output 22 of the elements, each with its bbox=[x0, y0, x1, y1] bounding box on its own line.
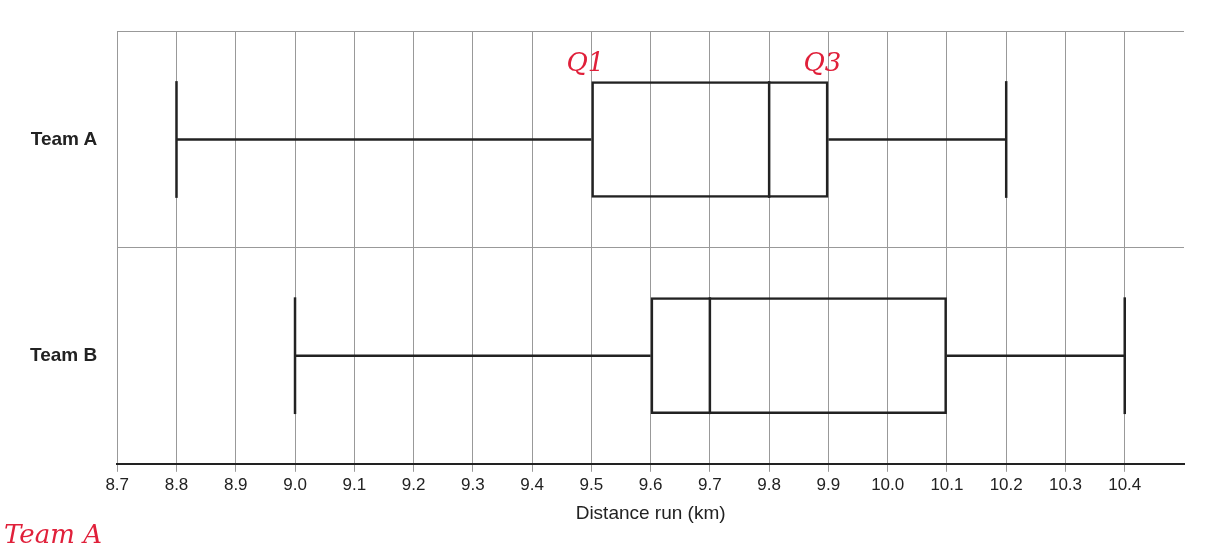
x-tick-label: 9.0 bbox=[283, 474, 307, 494]
x-tick-label: 9.4 bbox=[520, 474, 544, 494]
x-tick-label: 9.2 bbox=[401, 474, 426, 494]
x-axis-title: Distance run (km) bbox=[575, 501, 726, 523]
y-tick-label: Team B bbox=[29, 343, 98, 365]
x-tick-label: 10.3 bbox=[1048, 474, 1083, 494]
x-tick-label: 10.1 bbox=[930, 474, 964, 494]
x-tick-label: 9.9 bbox=[816, 474, 841, 494]
x-tick-label: 9.1 bbox=[342, 474, 367, 494]
x-tick-label: 9.3 bbox=[461, 474, 485, 494]
x-tick-label: 10.4 bbox=[1108, 474, 1142, 494]
x-tick-label: 9.6 bbox=[638, 474, 663, 494]
x-tick-label: 9.7 bbox=[698, 474, 722, 494]
x-tick-label: 8.8 bbox=[164, 474, 189, 494]
x-tick-label: 9.8 bbox=[757, 474, 781, 494]
x-tick-label: 10.0 bbox=[871, 474, 905, 494]
annotation: Q1 bbox=[566, 46, 605, 77]
x-tick-label: 10.2 bbox=[989, 474, 1023, 494]
annotation: Q3 bbox=[803, 46, 842, 77]
x-tick-label: 8.9 bbox=[223, 474, 248, 494]
x-tick-label: 9.5 bbox=[579, 474, 604, 494]
x-tick-label: 8.7 bbox=[105, 474, 130, 494]
